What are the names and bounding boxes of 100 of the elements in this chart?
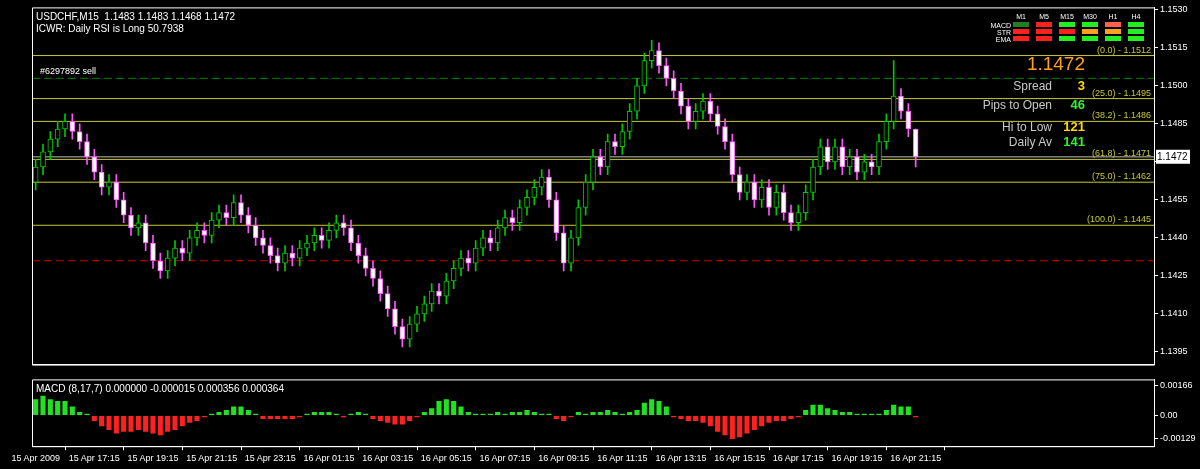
y-tick-label: -0.00129 — [1160, 433, 1196, 444]
bar — [678, 416, 684, 420]
y-tick-label: 1.1395 — [1160, 346, 1188, 357]
bar — [150, 416, 156, 434]
annotation: (75.0) - 1.1462 — [1091, 171, 1151, 182]
bar — [443, 399, 449, 416]
x-tick-label: 16 Apr 01:15 — [303, 453, 355, 464]
text: ICWR: Daily RSI is Long 50.7938 — [36, 23, 185, 35]
bar — [832, 410, 838, 416]
bar — [781, 416, 787, 421]
bar — [55, 401, 61, 416]
bar — [62, 401, 68, 416]
bar — [649, 399, 655, 416]
bar — [707, 416, 713, 427]
x-tick-label: 16 Apr 13:15 — [655, 453, 707, 464]
bar — [891, 404, 897, 416]
bar — [69, 406, 75, 416]
bar — [172, 416, 178, 430]
bar — [135, 416, 141, 430]
bar — [165, 416, 171, 432]
y-tick-label: 1.1425 — [1160, 270, 1188, 281]
bar — [517, 411, 523, 416]
y-tick-label: 1.1440 — [1160, 232, 1188, 243]
y-tick-label: 1.1530 — [1160, 4, 1188, 15]
bar — [47, 399, 53, 416]
bar — [531, 411, 537, 416]
bar — [377, 416, 383, 421]
bar — [663, 406, 669, 416]
bar — [905, 406, 911, 416]
bar — [788, 416, 794, 420]
chart-title: USDCHF,M15 1.1483 1.1483 1.1468 1.1472 — [36, 11, 236, 23]
bar — [421, 411, 427, 416]
annotation: 1.1472 — [1026, 53, 1085, 74]
bar — [355, 411, 361, 416]
y-tick-label: 1.1485 — [1160, 118, 1188, 129]
bar — [436, 401, 442, 416]
bar — [385, 416, 391, 423]
bar — [839, 411, 845, 416]
ref-line-label: #6297892 sell — [40, 66, 97, 77]
bar — [575, 411, 581, 416]
bar — [99, 416, 105, 427]
x-tick-label: 16 Apr 21:15 — [890, 453, 942, 464]
annotation: Hi to Low — [1001, 120, 1052, 134]
x-tick-label: 16 Apr 09:15 — [538, 453, 590, 464]
bar — [883, 410, 889, 416]
bar — [77, 411, 83, 416]
annotation: Daily Av — [1008, 135, 1052, 149]
bar — [700, 416, 706, 423]
y-tick-label: 1.1410 — [1160, 308, 1188, 319]
annotation: 141 — [1063, 134, 1085, 149]
bar — [429, 408, 435, 416]
x-tick-label: 15 Apr 19:15 — [127, 453, 179, 464]
bar — [238, 406, 244, 416]
bar — [113, 416, 119, 434]
bar — [898, 406, 904, 416]
y-tick-label: 1.1515 — [1160, 42, 1188, 53]
bar — [634, 410, 640, 416]
annotation: Pips to Open — [982, 98, 1052, 112]
x-tick-label: 16 Apr 03:15 — [362, 453, 414, 464]
bar — [282, 416, 288, 420]
bar — [773, 416, 779, 421]
bar — [370, 416, 376, 420]
bar — [407, 416, 413, 421]
y-tick-label: 1.1500 — [1160, 80, 1188, 91]
x-tick-label: 15 Apr 17:15 — [68, 453, 120, 464]
bar — [612, 411, 618, 416]
bar — [157, 416, 163, 436]
bar — [194, 416, 200, 421]
bar — [106, 416, 112, 430]
bar — [509, 411, 515, 416]
annotation: Spread — [1013, 79, 1052, 93]
bar — [40, 395, 46, 416]
bar — [715, 416, 721, 432]
bar — [128, 416, 134, 432]
bar — [267, 416, 273, 420]
bar — [143, 416, 149, 432]
bar — [33, 399, 39, 416]
chart-title: MACD (8,17,7) 0.000000 -0.000015 0.000356 0.000364 — [36, 383, 285, 395]
bar — [597, 411, 603, 416]
x-tick-label: 15 Apr 23:15 — [244, 453, 296, 464]
annotation: 46 — [1070, 97, 1085, 112]
bar — [627, 411, 633, 416]
x-tick-label: 16 Apr 07:15 — [479, 453, 531, 464]
annotation: 121 — [1063, 119, 1085, 134]
x-tick-label: 15 Apr 21:15 — [186, 453, 238, 464]
bar — [245, 410, 251, 416]
bar — [803, 410, 809, 416]
bar — [179, 416, 185, 427]
bar — [590, 411, 596, 416]
bar — [825, 408, 831, 416]
bar — [759, 416, 765, 427]
bar — [392, 416, 398, 425]
bar — [561, 416, 567, 421]
annotation: (0.0) - 1.1512 — [1096, 44, 1151, 55]
x-tick-label: 16 Apr 05:15 — [420, 453, 472, 464]
bar — [685, 416, 691, 421]
bar — [458, 406, 464, 416]
x-tick-label: 16 Apr 17:15 — [772, 453, 824, 464]
ref-line-label: 1.1472 — [1157, 150, 1189, 162]
y-tick-label: 0.00 — [1160, 409, 1178, 420]
